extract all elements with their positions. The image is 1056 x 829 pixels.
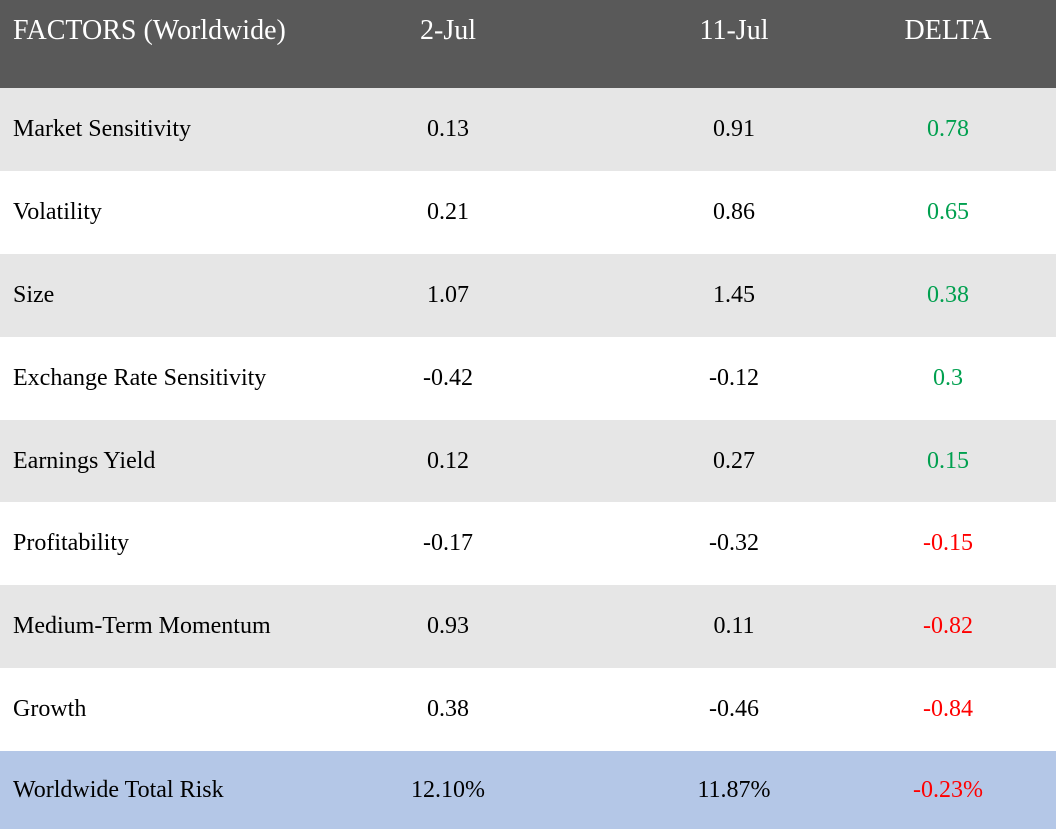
table-row: Medium-Term Momentum 0.93 0.11 -0.82	[0, 585, 1056, 669]
delta-value: 0.3	[933, 364, 963, 391]
factor-name: Earnings Yield	[13, 447, 156, 474]
table-row: Earnings Yield 0.12 0.27 0.15	[0, 419, 1056, 503]
value-date-2: 0.11	[713, 613, 755, 640]
total-delta: -0.23%	[913, 776, 983, 803]
delta-value: -0.82	[923, 613, 973, 640]
value-date-2: 0.27	[713, 447, 755, 474]
value-date-2: 1.45	[713, 281, 755, 308]
total-label: Worldwide Total Risk	[13, 776, 224, 803]
value-date-2: 0.86	[713, 198, 755, 225]
factor-name: Exchange Rate Sensitivity	[13, 364, 267, 391]
value-date-1: 0.38	[427, 696, 469, 723]
value-date-1: 0.13	[427, 115, 469, 142]
table-row: Size 1.07 1.45 0.38	[0, 253, 1056, 337]
table-row: Volatility 0.21 0.86 0.65	[0, 170, 1056, 254]
factor-name: Medium-Term Momentum	[13, 613, 271, 640]
total-date-2: 11.87%	[697, 776, 771, 803]
value-date-2: 0.91	[713, 115, 755, 142]
total-date-1: 12.10%	[411, 776, 485, 803]
factor-name: Profitability	[13, 530, 129, 557]
header-date-1: 2-Jul	[420, 15, 476, 46]
value-date-1: 1.07	[427, 281, 469, 308]
header-factor: FACTORS (Worldwide)	[13, 15, 286, 46]
table-row: Market Sensitivity 0.13 0.91 0.78	[0, 88, 1056, 171]
value-date-2: -0.12	[709, 364, 759, 391]
total-row: Worldwide Total Risk 12.10% 11.87% -0.23…	[0, 751, 1056, 829]
value-date-1: 0.21	[427, 198, 469, 225]
factor-name: Size	[13, 281, 55, 308]
delta-value: -0.15	[923, 530, 973, 557]
value-date-2: -0.46	[709, 696, 759, 723]
factor-name: Volatility	[13, 198, 102, 225]
value-date-1: 0.93	[427, 613, 469, 640]
delta-value: 0.65	[927, 198, 969, 225]
table-row: Exchange Rate Sensitivity -0.42 -0.12 0.…	[0, 336, 1056, 420]
table-header: FACTORS (Worldwide) 2-Jul 11-Jul DELTA	[0, 0, 1056, 88]
header-date-2: 11-Jul	[699, 15, 769, 46]
header-delta: DELTA	[904, 15, 992, 46]
value-date-2: -0.32	[709, 530, 759, 557]
delta-value: -0.84	[923, 696, 973, 723]
value-date-1: -0.17	[423, 530, 473, 557]
delta-value: 0.78	[927, 115, 969, 142]
table-body: Market Sensitivity 0.13 0.91 0.78 Volati…	[0, 88, 1056, 829]
header-row: FACTORS (Worldwide) 2-Jul 11-Jul DELTA	[0, 0, 1056, 88]
value-date-1: -0.42	[423, 364, 473, 391]
factor-name: Growth	[13, 696, 87, 723]
factor-name: Market Sensitivity	[13, 115, 191, 142]
table-row: Growth 0.38 -0.46 -0.84	[0, 668, 1056, 752]
delta-value: 0.38	[927, 281, 969, 308]
value-date-1: 0.12	[427, 447, 469, 474]
delta-value: 0.15	[927, 447, 969, 474]
table-row: Profitability -0.17 -0.32 -0.15	[0, 502, 1056, 586]
